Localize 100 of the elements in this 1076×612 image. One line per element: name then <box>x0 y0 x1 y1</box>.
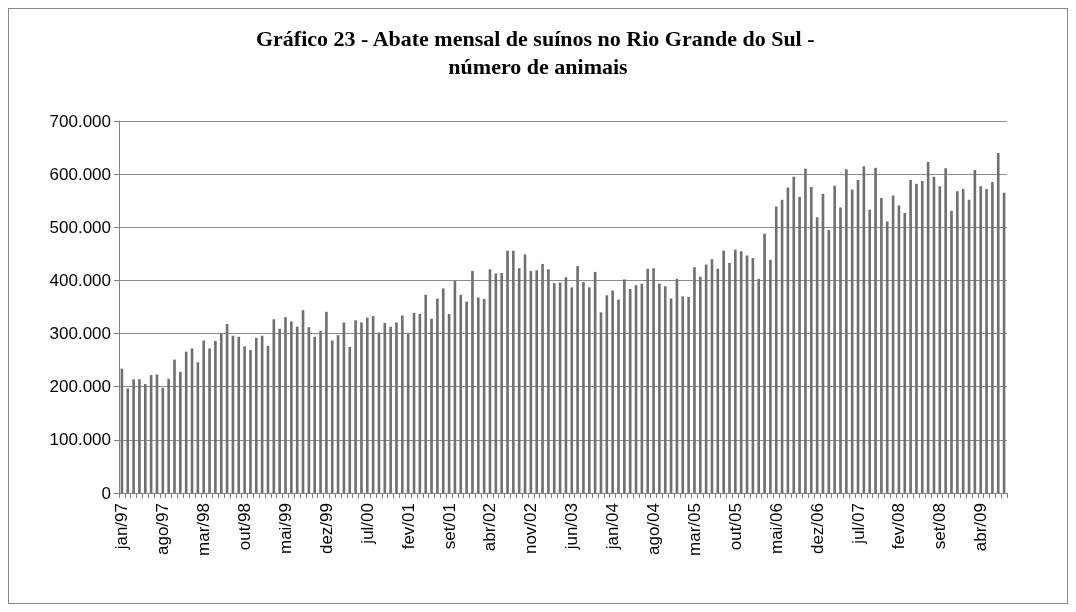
bar <box>570 287 574 493</box>
x-tick-label: abr/09 <box>971 503 991 552</box>
bar <box>623 279 626 493</box>
bar <box>167 378 170 493</box>
bar <box>214 341 217 493</box>
bar <box>208 348 211 493</box>
bar <box>804 168 807 493</box>
bar <box>401 315 404 493</box>
bar <box>658 283 661 493</box>
bar <box>915 183 918 493</box>
bar <box>476 297 480 493</box>
bar <box>319 330 322 493</box>
bar <box>874 167 877 493</box>
bar <box>868 209 872 493</box>
y-tick-label: 200.000 <box>49 377 111 397</box>
x-tick-label: nov/02 <box>521 503 541 555</box>
bar <box>903 212 907 493</box>
x-tick-label: jan/97 <box>112 503 132 551</box>
bar <box>728 262 731 493</box>
bar <box>459 294 463 493</box>
bar <box>424 294 428 493</box>
bar <box>681 296 685 493</box>
bar <box>950 210 953 493</box>
y-tick-label: 100.000 <box>49 430 111 450</box>
bar <box>132 379 135 493</box>
x-tick-label: abr/02 <box>480 503 500 552</box>
bar <box>179 371 182 493</box>
x-tick-label: mai/06 <box>766 503 786 555</box>
bar <box>757 278 761 493</box>
bar <box>330 340 334 493</box>
bar <box>663 286 667 493</box>
x-tick-label: jul/07 <box>848 503 868 545</box>
chart-title: Gráfico 23 - Abate mensal de suínos no Rio Grande do Sul - número de animais <box>255 25 821 79</box>
x-tick-label: set/01 <box>439 503 459 550</box>
bar <box>500 272 503 493</box>
bar <box>845 169 848 493</box>
bar <box>774 206 778 493</box>
x-tick-label: mar/05 <box>684 503 704 556</box>
bar <box>126 388 130 493</box>
x-tick-label: ago/97 <box>153 503 173 555</box>
bar <box>991 182 994 493</box>
bar <box>541 263 544 493</box>
bar <box>290 321 293 493</box>
x-tick-label: dez/99 <box>316 503 336 555</box>
y-tick-label: 600.000 <box>49 164 111 184</box>
bar <box>996 152 1000 493</box>
bar <box>839 207 842 493</box>
bar <box>552 283 556 493</box>
x-tick-label: fev/08 <box>889 503 909 550</box>
bar <box>202 340 206 493</box>
bar <box>734 249 737 493</box>
bar <box>237 336 241 493</box>
x-tick-label: jun/03 <box>562 503 582 551</box>
bar <box>535 270 539 493</box>
y-tick-label: 700.000 <box>49 111 111 131</box>
bar <box>325 311 328 493</box>
bar <box>809 186 813 493</box>
bar <box>909 179 912 493</box>
bar <box>617 299 620 493</box>
bar <box>284 317 287 493</box>
bar <box>249 350 252 493</box>
bar <box>441 288 445 493</box>
x-tick-label: jan/04 <box>603 503 623 551</box>
bar <box>143 384 147 493</box>
bar <box>944 168 947 493</box>
bar <box>885 221 889 493</box>
bar <box>348 346 352 493</box>
bar <box>769 259 772 493</box>
bar <box>646 268 650 493</box>
bar <box>576 266 579 493</box>
bar <box>587 287 591 493</box>
bar <box>687 296 690 493</box>
bar <box>219 333 223 493</box>
y-tick-label: 300.000 <box>49 324 111 344</box>
x-tick-label: mai/99 <box>276 503 295 555</box>
bar <box>985 189 988 493</box>
bar <box>792 176 796 493</box>
bar <box>798 196 801 493</box>
bar <box>956 191 959 493</box>
bar <box>436 298 439 493</box>
bar <box>243 346 246 493</box>
x-tick-label: out/05 <box>725 503 745 551</box>
bar <box>506 250 509 493</box>
bar <box>465 301 468 493</box>
bar <box>652 268 655 493</box>
bar <box>354 320 357 493</box>
bar <box>278 328 281 493</box>
bar <box>173 359 176 493</box>
bar <box>389 326 392 493</box>
y-tick-label: 500.000 <box>49 217 111 237</box>
bar <box>979 186 983 493</box>
bar <box>430 318 433 493</box>
bar <box>920 181 924 493</box>
bar <box>395 322 398 493</box>
bar <box>582 282 585 493</box>
bar <box>547 269 550 493</box>
bar <box>722 250 725 493</box>
bar <box>611 290 614 493</box>
x-tick-label: out/98 <box>235 503 255 551</box>
x-tick-label: fev/01 <box>398 503 418 550</box>
